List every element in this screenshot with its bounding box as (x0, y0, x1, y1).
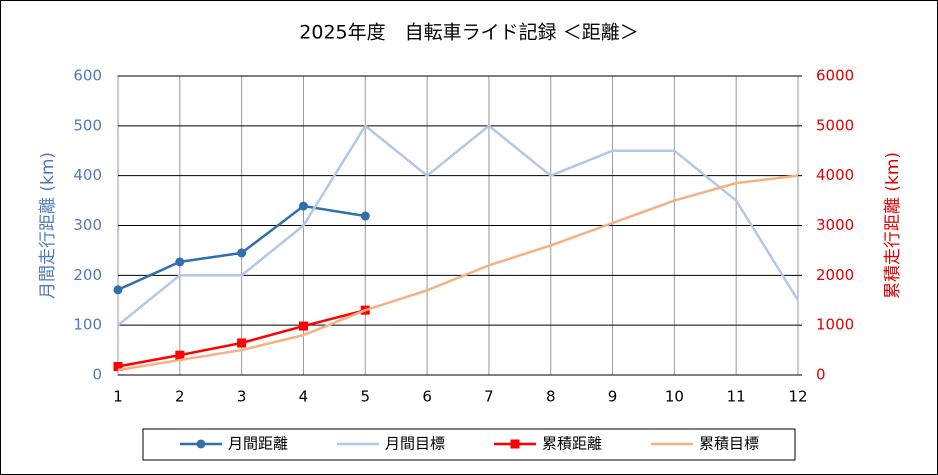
legend-label: 月間距離 (228, 435, 288, 453)
point (113, 285, 123, 295)
y-tick-label: 500 (73, 116, 102, 134)
y-tick-label: 600 (73, 67, 102, 85)
y2-tick-label: 6000 (816, 67, 854, 85)
x-tick-label: 7 (484, 388, 494, 406)
x-tick-label: 1 (113, 388, 123, 406)
point (175, 257, 185, 267)
legend-marker (510, 439, 520, 449)
x-tick-label: 5 (360, 388, 370, 406)
x-tick-label: 8 (546, 388, 556, 406)
y2-axis-title: 累積走行距離 (km) (883, 152, 903, 299)
series-line (117, 174, 799, 372)
x-tick-label: 3 (237, 388, 247, 406)
x-tick-label: 12 (788, 388, 807, 406)
legend-label: 月間目標 (385, 435, 445, 453)
point (298, 321, 308, 331)
y-tick-label: 300 (73, 216, 102, 234)
y2-tick-label: 5000 (816, 116, 854, 134)
x-tick-label: 2 (175, 388, 185, 406)
x-tick-label: 10 (665, 388, 684, 406)
y-axis-title: 月間走行距離 (km) (38, 152, 58, 299)
y2-tick-label: 2000 (816, 266, 854, 284)
x-tick-label: 11 (727, 388, 746, 406)
legend-label: 累積目標 (699, 435, 759, 453)
legend-box (142, 428, 796, 461)
point (113, 361, 123, 371)
legend-label: 累積距離 (542, 435, 602, 453)
y-tick-label: 0 (92, 366, 102, 384)
y-tick-label: 400 (73, 166, 102, 184)
point (360, 211, 370, 221)
y2-tick-label: 1000 (816, 316, 854, 334)
legend-marker (196, 439, 206, 449)
point (175, 350, 185, 360)
y-tick-label: 100 (73, 316, 102, 334)
y2-tick-label: 3000 (816, 216, 854, 234)
x-tick-label: 4 (299, 388, 309, 406)
point (237, 248, 247, 258)
series-line (117, 123, 800, 327)
y-tick-label: 200 (73, 266, 102, 284)
x-tick-label: 6 (422, 388, 432, 406)
x-tick-label: 9 (608, 388, 618, 406)
point (298, 201, 308, 211)
y2-tick-label: 0 (816, 366, 826, 384)
chart-title: 2025年度 自転車ライド記録 ＜距離＞ (299, 22, 638, 44)
y2-tick-label: 4000 (816, 166, 854, 184)
point (237, 338, 247, 348)
